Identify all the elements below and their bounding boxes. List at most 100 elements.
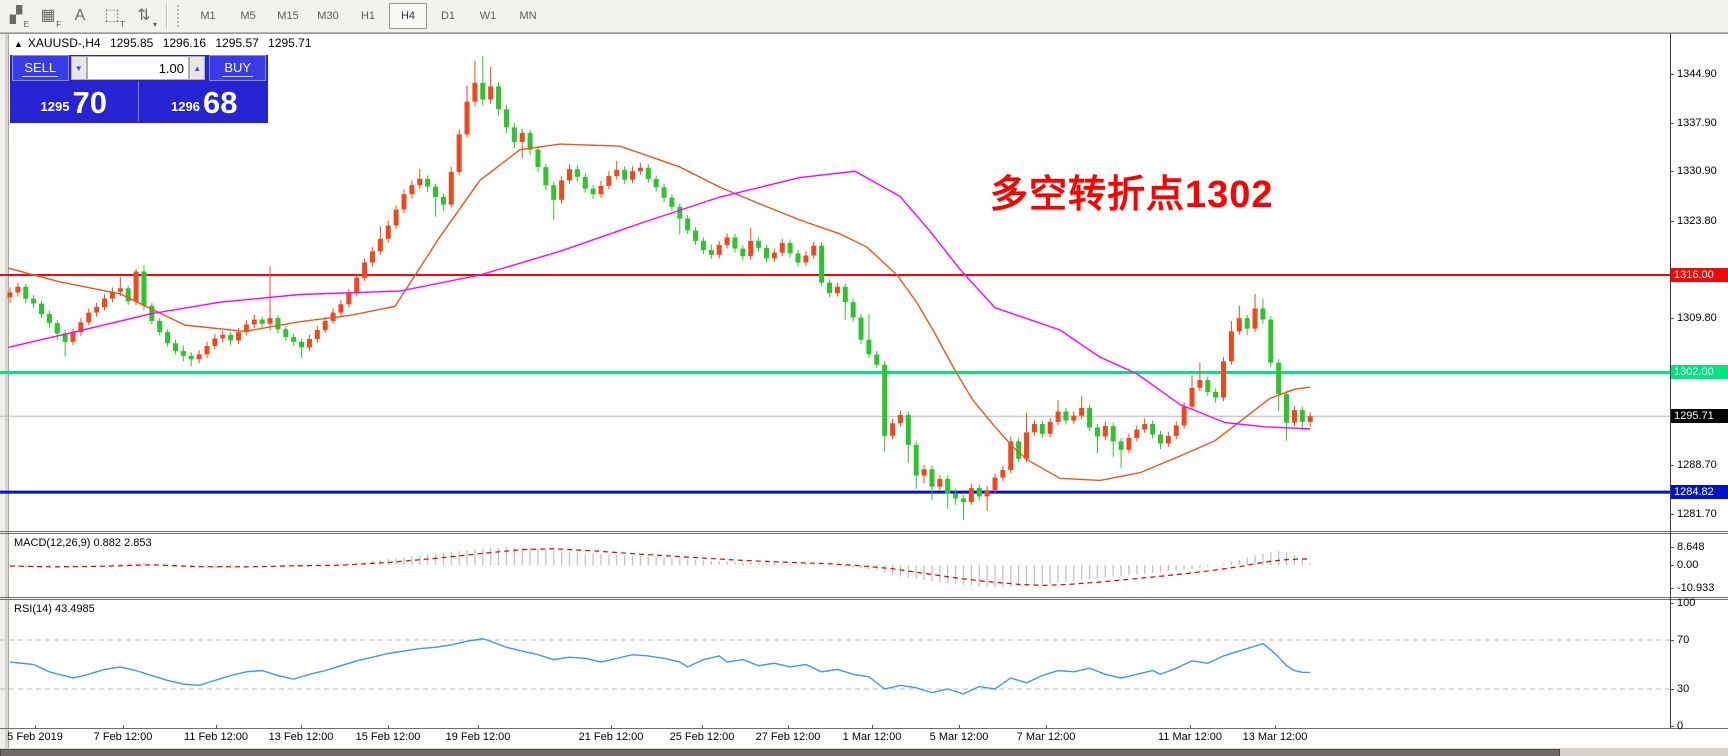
candle-body — [732, 237, 738, 249]
candle-body — [1165, 435, 1171, 444]
price-tick — [1670, 122, 1674, 124]
candle-body — [425, 178, 431, 187]
candle-body — [630, 171, 636, 180]
date-tick — [872, 725, 873, 729]
candle-body — [559, 180, 565, 200]
scrollbar-thumb[interactable] — [0, 749, 1560, 756]
candle-body — [953, 493, 959, 499]
timeframe-m1[interactable]: M1 — [200, 10, 216, 22]
candle-body — [1079, 407, 1085, 416]
candle-body — [94, 307, 100, 313]
timeframe-d1[interactable]: D1 — [440, 10, 456, 22]
indicator-f-icon[interactable]: ▦ F — [40, 7, 61, 30]
candle-body — [46, 313, 52, 324]
candle-body — [141, 271, 147, 306]
candle-body — [102, 298, 108, 308]
volume-decrease-button[interactable]: ▼ — [70, 56, 87, 80]
buy-price[interactable]: 1296 68 — [141, 81, 269, 121]
price-chart-svg[interactable] — [0, 33, 1728, 756]
candle-body — [15, 286, 21, 293]
macd-tick — [1670, 565, 1674, 566]
sell-button[interactable]: SELL — [12, 55, 69, 81]
rsi-tick — [1670, 689, 1674, 690]
candle-body — [1213, 391, 1219, 398]
timeframe-m15[interactable]: M15 — [277, 10, 299, 22]
volume-increase-button[interactable]: ▲ — [189, 56, 206, 80]
candle-body — [590, 188, 596, 195]
candle-body — [897, 414, 903, 424]
candle-body — [1118, 441, 1124, 450]
text-label-icon[interactable]: A — [74, 7, 86, 24]
candle-body — [204, 346, 210, 355]
candle-body — [645, 167, 651, 179]
arrows-tool-icon[interactable]: ⇅ ▾ — [137, 7, 157, 30]
text-box-icon[interactable]: ⬚ T — [104, 7, 125, 30]
sell-price-pips: 70 — [72, 85, 107, 120]
price-tick — [1670, 465, 1674, 467]
candle-body — [756, 240, 762, 248]
candle-body — [385, 225, 391, 239]
price-tick — [1670, 513, 1674, 515]
rsi-axis-label: 70 — [1677, 634, 1690, 646]
slow-ma-line — [7, 170, 1311, 430]
candle-body — [850, 302, 856, 318]
candle-body — [669, 197, 675, 207]
candle-body — [1252, 308, 1258, 329]
candle-body — [874, 354, 880, 365]
candle-body — [157, 320, 163, 333]
timeframe-m30[interactable]: M30 — [317, 10, 339, 22]
candle-body — [330, 312, 336, 321]
sell-price[interactable]: 1295 70 — [10, 81, 138, 121]
candle-body — [1000, 469, 1006, 478]
timeframe-w1[interactable]: W1 — [479, 10, 497, 22]
macd-label: MACD(12,26,9) 0.882 2.853 — [14, 537, 152, 549]
indicator-e-icon[interactable]: ▞ E — [9, 7, 29, 30]
date-axis-label: 5 Mar 12:00 — [929, 731, 989, 743]
candle-body — [858, 317, 864, 340]
horizontal-scrollbar[interactable] — [0, 748, 1728, 756]
candle-body — [23, 286, 29, 299]
candle-body — [606, 176, 612, 186]
timeframe-h1[interactable]: H1 — [360, 10, 376, 22]
level-price-badge: 1316.00 — [1671, 268, 1728, 282]
candle-body — [929, 469, 935, 487]
candle-body — [748, 240, 754, 257]
candle-body — [259, 319, 265, 324]
candle-body — [338, 304, 344, 313]
candle-body — [527, 132, 533, 150]
candle-body — [291, 336, 297, 342]
candle-body — [795, 253, 801, 263]
fast-ma-line — [7, 143, 1311, 482]
rsi-line — [9, 638, 1311, 695]
date-tick — [35, 725, 36, 729]
candle-body — [496, 86, 502, 110]
candle-body — [196, 354, 202, 360]
date-tick — [301, 725, 302, 729]
candle-body — [251, 319, 257, 325]
candle-body — [598, 185, 604, 195]
rsi-label: RSI(14) 43.4985 — [14, 603, 95, 615]
candle-body — [283, 329, 289, 337]
timeframe-h4[interactable]: H4 — [389, 3, 427, 29]
candle-body — [1134, 429, 1140, 438]
candle-body — [54, 323, 60, 334]
ohlc-open: 1295.85 — [109, 36, 154, 50]
candle-body — [890, 423, 896, 436]
candle-body — [456, 134, 462, 172]
macd-signal-line — [9, 548, 1311, 586]
timeframe-m5[interactable]: M5 — [240, 10, 256, 22]
candle-body — [1236, 318, 1242, 332]
buy-button[interactable]: BUY — [209, 55, 266, 81]
timeframe-mn[interactable]: MN — [519, 10, 537, 22]
collapse-triangle-icon[interactable]: ▲ — [14, 39, 23, 49]
candle-body — [346, 293, 352, 305]
candle-body — [921, 469, 927, 476]
candle-body — [299, 341, 305, 348]
candle-body — [677, 206, 683, 219]
candle-body — [86, 312, 92, 323]
volume-input[interactable] — [87, 56, 189, 80]
chart-window[interactable]: ▲ XAUUSD-,H4 1295.85 1296.16 1295.57 1295… — [0, 33, 1728, 756]
candle-body — [401, 194, 407, 210]
candle-body — [882, 364, 888, 436]
candle-body — [31, 298, 37, 304]
